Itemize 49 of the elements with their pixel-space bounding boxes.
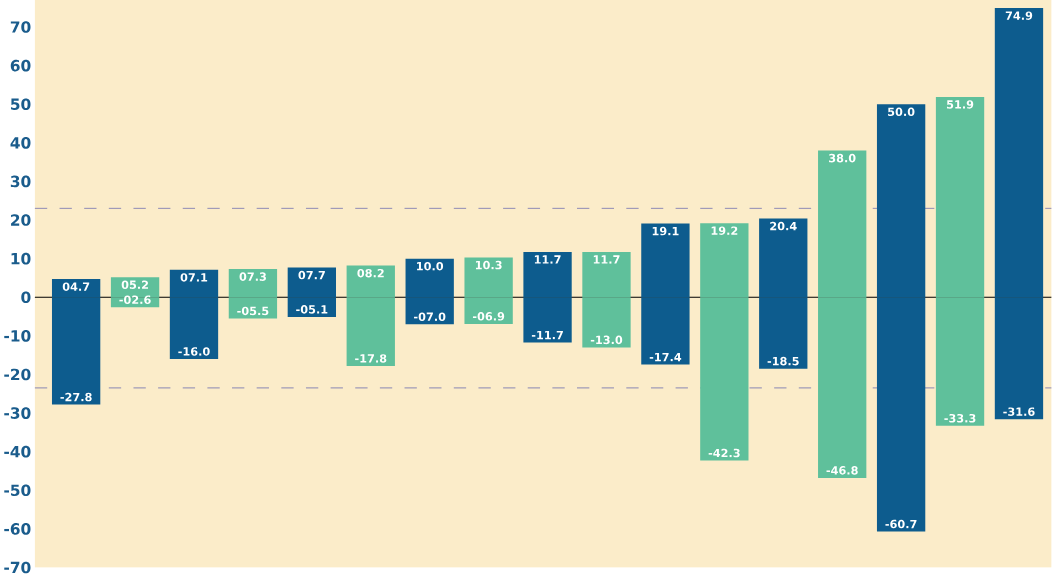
y-tick-label: -40 xyxy=(4,445,31,458)
y-tick-label: 70 xyxy=(10,21,31,33)
data-label: 50.0 xyxy=(888,107,915,117)
y-tick-label: 20 xyxy=(11,214,31,226)
data-label: -18.5 xyxy=(767,356,799,366)
data-label: -31.6 xyxy=(1003,407,1035,417)
y-tick-label: 0 xyxy=(21,291,31,304)
y-tick-label: -20 xyxy=(4,368,31,381)
data-label: -46.8 xyxy=(826,466,858,475)
data-label: -17.8 xyxy=(355,354,387,363)
data-label: 07.1 xyxy=(180,273,208,282)
data-label: -13.0 xyxy=(590,335,623,345)
data-label: 11.7 xyxy=(534,255,561,264)
data-label: -17.4 xyxy=(649,353,682,362)
data-label: -06.9 xyxy=(472,312,505,321)
y-tick-label: -30 xyxy=(4,407,31,420)
data-label: 74.9 xyxy=(1005,11,1033,21)
data-label: -60.7 xyxy=(885,519,917,529)
data-label: -16.0 xyxy=(178,347,210,356)
data-label: 05.2 xyxy=(121,280,149,290)
data-label: -02.6 xyxy=(119,295,151,305)
y-tick-label: -70 xyxy=(4,561,31,574)
data-label: -05.1 xyxy=(296,305,328,314)
data-label: 10.3 xyxy=(475,260,502,270)
y-tick-label: -60 xyxy=(4,523,31,535)
data-label: 19.1 xyxy=(652,226,679,236)
data-label: -11.7 xyxy=(531,331,563,340)
y-tick-label: 30 xyxy=(10,175,31,188)
y-tick-label: -10 xyxy=(4,330,31,342)
y-tick-label: 10 xyxy=(11,252,31,265)
data-label: 07.3 xyxy=(239,272,266,282)
data-label: -33.3 xyxy=(944,414,976,423)
data-label: 08.2 xyxy=(357,269,384,278)
data-label: -42.3 xyxy=(708,448,740,458)
y-tick-label: 60 xyxy=(10,59,31,72)
y-tick-label: 40 xyxy=(10,137,31,149)
data-label: 11.7 xyxy=(593,255,620,264)
data-label: -07.0 xyxy=(414,312,446,322)
data-label: 10.0 xyxy=(417,262,444,271)
data-label: 20.4 xyxy=(770,221,797,231)
data-label: 07.7 xyxy=(298,270,325,280)
data-label: 38.0 xyxy=(829,153,856,163)
data-label: -27.8 xyxy=(60,392,92,402)
data-label: 19.2 xyxy=(711,226,738,236)
data-label: 51.9 xyxy=(946,100,974,109)
data-label: 04.7 xyxy=(62,282,90,292)
y-tick-label: 50 xyxy=(11,98,31,111)
data-label: -05.5 xyxy=(237,306,269,316)
y-tick-label: -50 xyxy=(4,484,31,497)
